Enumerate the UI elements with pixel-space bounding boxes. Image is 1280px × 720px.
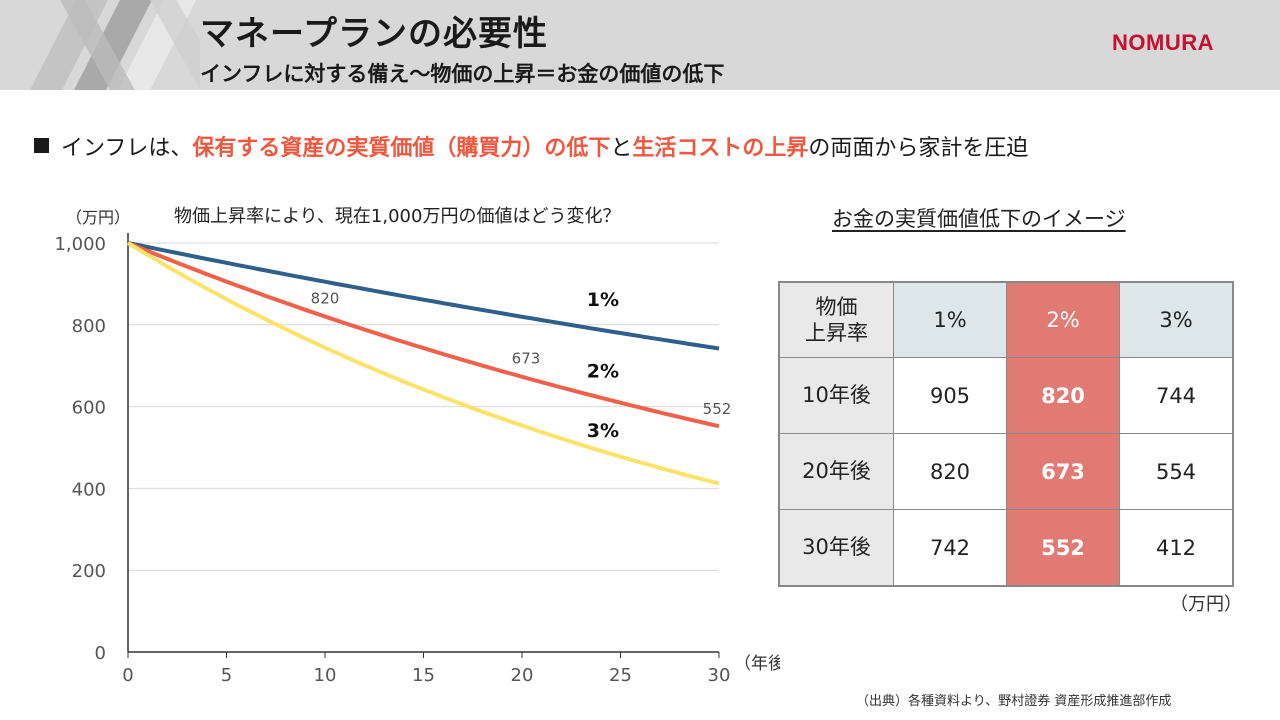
cell: 554	[1119, 433, 1234, 510]
slide-subtitle: インフレに対する備え～物価の上昇＝お金の価値の低下	[200, 62, 725, 86]
y-tick-label: 200	[72, 561, 106, 582]
cell-highlight: 552	[1006, 509, 1120, 587]
key-message-highlight-1: 保有する資産の実質価値（購買力）の低下	[192, 136, 611, 161]
cell: 744	[1119, 357, 1234, 434]
header-1pct: 1%	[893, 281, 1007, 358]
table-caption: お金の実質価値低下のイメージ	[832, 207, 1126, 231]
key-message-highlight-2: 生活コストの上昇	[632, 136, 809, 161]
slide-header: マネープランの必要性 インフレに対する備え～物価の上昇＝お金の価値の低下 NOM…	[0, 0, 1280, 90]
key-message-post: の両面から家計を圧迫	[808, 136, 1029, 161]
row-label: 20年後	[778, 433, 894, 510]
corner-line-1: 物価	[815, 294, 858, 319]
nomura-logo: NOMURA	[1112, 30, 1214, 55]
cell: 412	[1119, 509, 1234, 587]
x-tick-label: 25	[609, 665, 632, 686]
table-corner: 物価 上昇率	[778, 281, 894, 358]
series-line	[127, 241, 720, 351]
header-decoration	[30, 0, 200, 90]
x-tick-label: 20	[511, 665, 534, 686]
x-tick-label: 5	[221, 665, 232, 686]
cell: 820	[893, 433, 1007, 510]
slide-title: マネープランの必要性	[200, 14, 548, 54]
table-header-row: 物価 上昇率 1% 2% 3%	[778, 281, 1234, 358]
cell-highlight: 673	[1006, 433, 1120, 510]
y-tick-label: 0	[95, 643, 106, 664]
x-tick-label: 0	[122, 665, 133, 686]
cell: 905	[893, 357, 1007, 434]
table-unit: （万円）	[1170, 594, 1242, 615]
key-message-pre: インフレは、	[61, 136, 193, 161]
data-label: 820	[311, 290, 340, 308]
y-tick-label: 600	[72, 398, 106, 419]
table-row: 20年後 820 673 554	[778, 433, 1234, 510]
y-tick-label: 400	[72, 479, 106, 500]
series-line	[127, 241, 720, 429]
key-message: インフレは、保有する資産の実質価値（購買力）の低下と生活コストの上昇の両面から家…	[34, 130, 1028, 162]
row-label: 30年後	[778, 509, 894, 587]
source-note: （出典）各種資料より、野村證券 資産形成推進部作成	[856, 694, 1172, 709]
series-label: 1%	[587, 289, 619, 311]
header-2pct: 2%	[1006, 281, 1120, 358]
series-label: 2%	[587, 361, 619, 383]
chart-y-unit: （万円）	[66, 208, 131, 227]
series-line	[126, 241, 720, 486]
table-row: 10年後 905 820 744	[778, 357, 1234, 434]
x-tick-label: 10	[314, 665, 337, 686]
square-bullet-icon	[34, 138, 49, 153]
header-3pct: 3%	[1119, 281, 1234, 358]
corner-line-2: 上昇率	[805, 321, 868, 345]
series-label: 3%	[587, 420, 619, 442]
value-table: 物価 上昇率 1% 2% 3% 10年後 905 820 744 20年後 820…	[778, 281, 1234, 587]
data-label: 552	[703, 400, 732, 418]
y-tick-label: 1,000	[54, 234, 106, 255]
key-message-mid: と	[610, 136, 633, 161]
value-decline-chart: 0 200 400 600 800 1,000 0 5 10 15 20 25 30（年後） 1% 2% 3%…	[54, 233, 780, 686]
cell-highlight: 820	[1006, 357, 1120, 434]
row-label: 10年後	[778, 357, 894, 434]
chart-title: 物価上昇率により、現在1,000万円の価値はどう変化？	[174, 206, 621, 227]
x-tick-label: 30	[708, 665, 731, 686]
x-unit-label: （年後）	[734, 654, 780, 674]
cell: 742	[893, 509, 1007, 587]
data-label: 673	[512, 350, 541, 368]
table-row: 30年後 742 552 412	[778, 509, 1234, 587]
x-tick-label: 15	[412, 665, 435, 686]
y-tick-label: 800	[72, 316, 106, 337]
